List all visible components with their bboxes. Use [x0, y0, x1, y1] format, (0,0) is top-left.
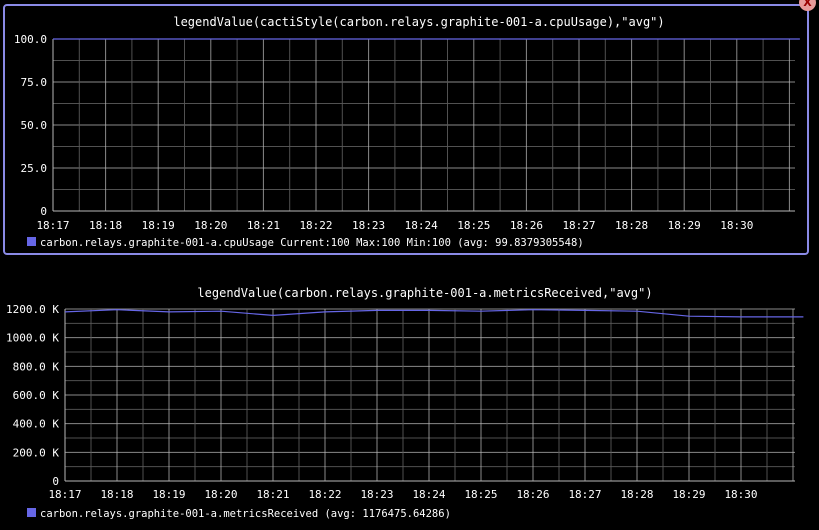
y-tick-label: 400.0 K — [13, 418, 60, 431]
x-tick-label: 18:25 — [457, 219, 490, 232]
x-tick-label: 18:18 — [89, 219, 122, 232]
x-tick-label: 18:28 — [615, 219, 648, 232]
x-tick-label: 18:24 — [412, 488, 445, 501]
x-tick-label: 18:20 — [194, 219, 227, 232]
y-tick-label: 200.0 K — [13, 446, 60, 459]
x-tick-label: 18:29 — [668, 219, 701, 232]
y-tick-label: 0 — [40, 205, 47, 218]
x-tick-label: 18:27 — [568, 488, 601, 501]
x-tick-label: 18:18 — [100, 488, 133, 501]
x-tick-label: 18:30 — [724, 488, 757, 501]
metrics-received-chart: legendValue(carbon.relays.graphite-001-a… — [6, 286, 804, 520]
x-tick-label: 18:30 — [720, 219, 753, 232]
x-tick-label: 18:28 — [620, 488, 653, 501]
legend-label: carbon.relays.graphite-001-a.metricsRece… — [40, 508, 451, 520]
y-tick-label: 800.0 K — [13, 360, 60, 373]
x-tick-label: 18:22 — [308, 488, 341, 501]
x-tick-label: 18:19 — [142, 219, 175, 232]
legend-swatch — [27, 237, 36, 246]
x-tick-label: 18:19 — [152, 488, 185, 501]
y-tick-label: 1200.0 K — [6, 303, 59, 316]
x-tick-label: 18:23 — [352, 219, 385, 232]
chart-title: legendValue(carbon.relays.graphite-001-a… — [197, 286, 652, 300]
y-tick-label: 50.0 — [21, 119, 48, 132]
cpu-usage-chart: legendValue(cactiStyle(carbon.relays.gra… — [14, 15, 800, 249]
x-tick-label: 18:20 — [204, 488, 237, 501]
legend-label: carbon.relays.graphite-001-a.cpuUsage Cu… — [40, 237, 584, 249]
x-tick-label: 18:21 — [256, 488, 289, 501]
legend-swatch — [27, 508, 36, 517]
y-tick-label: 0 — [52, 475, 59, 488]
selected-panel-frame — [3, 4, 809, 255]
y-tick-label: 100.0 — [14, 33, 47, 46]
x-tick-label: 18:26 — [516, 488, 549, 501]
chart-title: legendValue(cactiStyle(carbon.relays.gra… — [173, 15, 664, 29]
x-tick-label: 18:23 — [360, 488, 393, 501]
y-tick-label: 600.0 K — [13, 389, 60, 402]
y-tick-label: 1000.0 K — [6, 332, 59, 345]
graph-panel-metrics-received[interactable]: legendValue(carbon.relays.graphite-001-a… — [0, 279, 819, 530]
graph-panel-cpu-usage[interactable]: X legendValue(cactiStyle(carbon.relays.g… — [0, 0, 819, 260]
x-tick-label: 18:17 — [36, 219, 69, 232]
y-tick-label: 75.0 — [21, 76, 48, 89]
x-tick-label: 18:29 — [672, 488, 705, 501]
close-panel-button[interactable]: X — [799, 0, 816, 11]
x-tick-label: 18:17 — [48, 488, 81, 501]
y-tick-label: 25.0 — [21, 162, 48, 175]
series-line — [64, 309, 804, 318]
x-tick-label: 18:27 — [562, 219, 595, 232]
x-tick-label: 18:26 — [510, 219, 543, 232]
x-tick-label: 18:22 — [299, 219, 332, 232]
x-tick-label: 18:24 — [405, 219, 438, 232]
x-tick-label: 18:21 — [247, 219, 280, 232]
x-tick-label: 18:25 — [464, 488, 497, 501]
